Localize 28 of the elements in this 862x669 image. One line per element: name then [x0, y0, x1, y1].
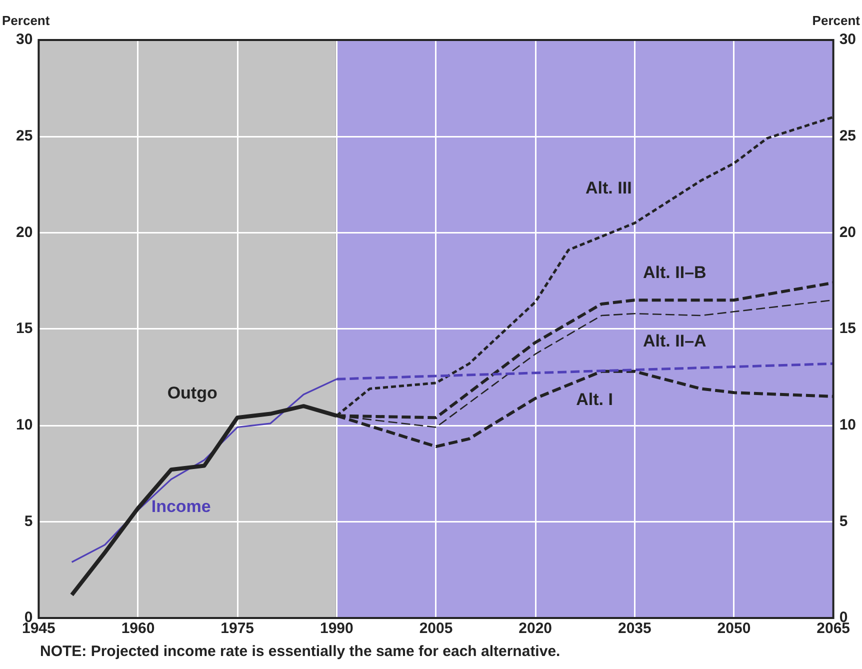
y-tick-label: 5 [24, 512, 33, 530]
x-tick-label: 2005 [419, 620, 453, 638]
y2-tick-label: 30 [839, 31, 856, 48]
x-tick-label: 2050 [717, 620, 751, 638]
series-label: Alt. II–A [643, 331, 706, 350]
series-label: Alt. I [576, 390, 613, 410]
x-tick-label: 2035 [618, 620, 652, 638]
text: NOTE: Projected income rate is essentially the same for each alternative. [40, 643, 560, 660]
y2-tick-label: 25 [839, 127, 856, 144]
series-label: Alt. III [586, 178, 632, 198]
x-tick-label: 1990 [320, 620, 354, 638]
series-label: Outgo [167, 383, 218, 402]
x-tick-label: 2020 [518, 620, 552, 638]
y-tick-label: 20 [16, 224, 33, 241]
y-axis-title: Percent [2, 13, 50, 28]
y2-tick-label: 5 [839, 512, 848, 530]
x-tick-label: 1960 [121, 620, 155, 638]
y-tick-label: 10 [16, 416, 33, 434]
y2-tick-label: 10 [839, 416, 856, 434]
y2-tick-label: 20 [839, 224, 856, 241]
x-tick-label: 1975 [220, 620, 254, 638]
y-tick-label: 15 [16, 320, 33, 338]
y2-axis-title: Percent [812, 13, 861, 28]
series-label: Alt. II–B [643, 262, 706, 282]
series-label: Income [151, 496, 211, 516]
y-tick-label: 30 [16, 31, 33, 48]
y2-tick-label: 15 [839, 320, 856, 338]
y-tick-label: 25 [16, 127, 33, 144]
